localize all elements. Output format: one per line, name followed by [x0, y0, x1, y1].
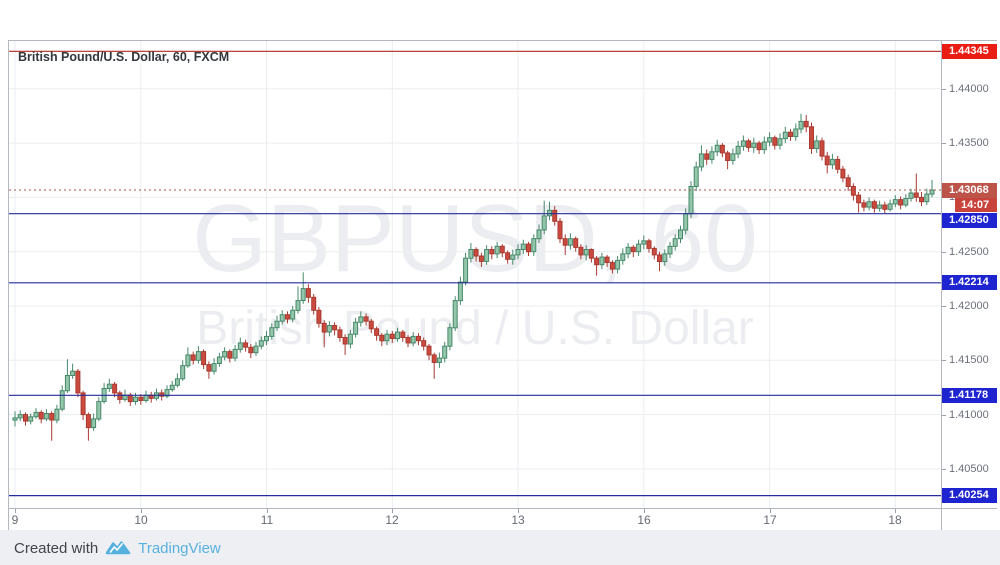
price-tick-mark [942, 415, 946, 416]
price-tick-mark [942, 89, 946, 90]
price-tick-label: 1.42500 [949, 246, 989, 258]
last-price-label: 1.43068 [942, 182, 997, 198]
price-tick-mark [942, 143, 946, 144]
created-with-text: Created with [14, 539, 99, 557]
price-tick-mark [942, 252, 946, 253]
time-tick-label: 13 [511, 513, 525, 527]
candle-bodies [12, 120, 935, 429]
time-tick-mark [518, 509, 519, 513]
price-tick-mark [942, 469, 946, 470]
time-tick-mark [895, 509, 896, 513]
price-tick-mark [942, 360, 946, 361]
support-price-label: 1.42850 [942, 212, 997, 228]
bar-countdown-label: 14:07 [955, 197, 997, 212]
tradingview-logo-icon [105, 541, 131, 555]
price-tick-label: 1.41500 [949, 354, 989, 366]
time-tick-label: 9 [11, 513, 19, 527]
time-tick-mark [267, 509, 268, 513]
time-tick-mark [141, 509, 142, 513]
chart-panel: GBPUSD, 60 British Pound / U.S. Dollar B… [8, 40, 997, 530]
support-price-label: 1.40254 [942, 488, 997, 504]
time-tick-label: 12 [385, 513, 399, 527]
time-axis[interactable]: 9 10 11 12 13 16 17 18 [9, 508, 941, 530]
time-tick-label: 16 [637, 513, 651, 527]
candlestick-chart[interactable] [9, 41, 941, 508]
time-tick-label: 17 [763, 513, 777, 527]
price-tick-label: 1.41000 [949, 409, 989, 421]
time-tick-mark [770, 509, 771, 513]
price-tick-label: 1.42000 [949, 300, 989, 312]
axis-corner [941, 508, 997, 530]
time-tick-mark [644, 509, 645, 513]
price-axis[interactable]: 1.440001.435001.430001.425001.420001.415… [941, 41, 997, 508]
time-tick-label: 11 [260, 513, 274, 527]
footer: Created with TradingView [0, 530, 1000, 565]
chart-plot-area[interactable]: GBPUSD, 60 British Pound / U.S. Dollar B… [9, 41, 941, 508]
tradingview-link[interactable]: TradingView [138, 539, 221, 557]
gridlines [9, 41, 941, 508]
price-level-lines [9, 50, 941, 497]
time-tick-mark [15, 509, 16, 513]
time-tick-label: 18 [888, 513, 902, 527]
support-price-label: 1.41178 [942, 387, 997, 403]
price-tick-label: 1.43500 [949, 137, 989, 149]
time-tick-label: 10 [134, 513, 148, 527]
support-price-label: 1.42214 [942, 275, 997, 291]
time-tick-mark [392, 509, 393, 513]
candle-wicks [14, 113, 933, 441]
price-tick-mark [942, 306, 946, 307]
price-tick-label: 1.40500 [949, 463, 989, 475]
chart-legend-title[interactable]: British Pound/U.S. Dollar, 60, FXCM [18, 50, 230, 64]
price-tick-mark [942, 197, 946, 198]
resistance-price-label: 1.44345 [942, 43, 997, 59]
price-tick-label: 1.44000 [949, 83, 989, 95]
